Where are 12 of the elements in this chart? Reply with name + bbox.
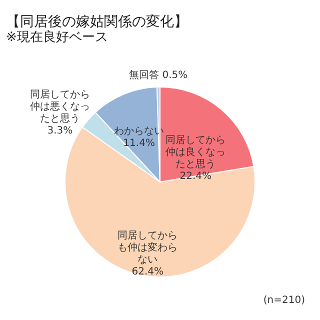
- chart-title: 【同居後の嫁姑関係の変化】: [6, 14, 188, 30]
- slice-label: 同居してからも仲は変わらない: [118, 230, 178, 266]
- slice-label: 同居してから仲は悪くなったと思う: [30, 89, 90, 124]
- data-label: 3.3%: [47, 125, 73, 136]
- slice-label: 同居してから仲は良くなったと思う: [166, 134, 226, 170]
- chart-subtitle: ※現在良好ベース: [6, 30, 108, 45]
- data-label: 62.4%: [132, 266, 164, 278]
- slice-label: 無回答 0.5%: [129, 69, 188, 82]
- text: (n=210): [263, 295, 306, 306]
- slice-label: わからない: [114, 126, 164, 138]
- data-label: 11.4%: [123, 138, 155, 150]
- data-label: 22.4%: [180, 170, 212, 182]
